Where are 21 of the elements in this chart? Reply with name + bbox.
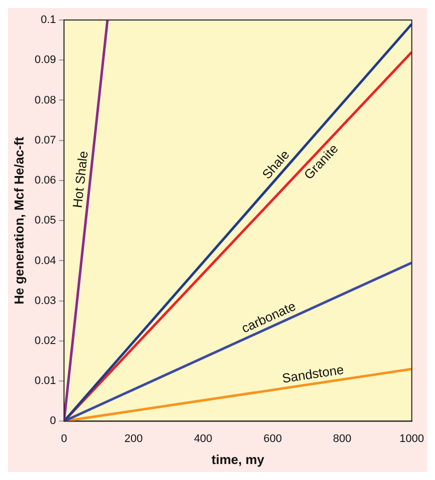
y-tick-label: 0.06 [34,174,56,187]
y-tick-label: 0.03 [34,294,56,307]
text: Hot Shale [70,150,91,209]
y-tick-label: 0.09 [34,54,56,66]
x-axis-title: time, my [212,452,266,467]
y-axis-title: He generation, Mcf He/ac-ft [11,136,26,304]
x-tick-label: 400 [194,432,212,445]
y-tick-label: 0.01 [34,375,56,388]
y-tick-label: 0.05 [34,214,56,227]
y-tick-label: 0 [50,415,56,428]
y-tick-label: 0.02 [34,334,56,347]
x-tick-label: 800 [333,432,352,445]
y-tick-label: 0.1 [40,14,56,26]
x-tick-label: 600 [263,432,282,445]
y-tick-label: 0.08 [34,94,56,106]
y-tick-label: 0.04 [34,254,56,267]
text: Sandstone [281,362,345,386]
x-tick-label: 200 [124,432,143,445]
y-tick-label: 0.07 [34,134,56,146]
x-tick-label: 1000 [400,432,424,445]
x-tick-label: 0 [60,432,68,445]
